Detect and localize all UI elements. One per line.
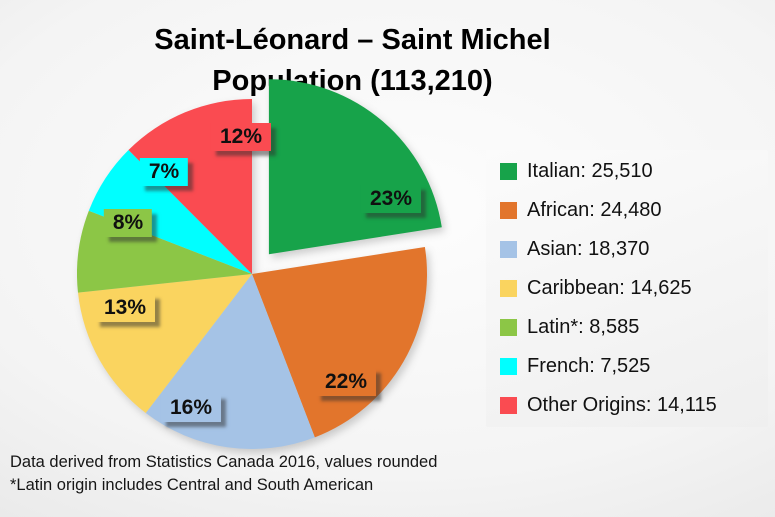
- source-note: Data derived from Statistics Canada 2016…: [10, 451, 437, 497]
- legend-item: French: 7,525: [500, 355, 762, 378]
- legend-swatch: [500, 319, 517, 336]
- legend-label: Italian: 25,510: [527, 160, 653, 182]
- chart-title-line1: Saint-Léonard – Saint Michel: [154, 24, 551, 56]
- legend-label: African: 24,480: [527, 199, 662, 221]
- pie-slice-italian: [268, 79, 442, 255]
- pie-percent-label: 22%: [315, 368, 377, 396]
- legend-label: Latin*: 8,585: [527, 316, 640, 338]
- legend-swatch: [500, 163, 517, 180]
- source-note-line2: *Latin origin includes Central and South…: [10, 476, 374, 494]
- legend-item: Other Origins: 14,115: [500, 394, 762, 417]
- pie-percent-label: 8%: [103, 209, 153, 237]
- legend-swatch: [500, 280, 517, 297]
- legend-panel: Italian: 25,510 African: 24,480 Asian: 1…: [486, 150, 768, 427]
- legend-label: French: 7,525: [527, 355, 651, 377]
- legend-label: Caribbean: 14,625: [527, 277, 692, 299]
- pie-percent-label: 23%: [360, 185, 422, 213]
- legend-label: Asian: 18,370: [527, 238, 650, 260]
- legend-swatch: [500, 397, 517, 414]
- chart-title: Saint-Léonard – Saint Michel Population …: [0, 20, 705, 102]
- legend-item: Caribbean: 14,625: [500, 277, 762, 300]
- legend-item: Asian: 18,370: [500, 238, 762, 261]
- chart-title-line2: Population (113,210): [212, 65, 493, 97]
- legend-label: Other Origins: 14,115: [527, 394, 717, 416]
- source-note-line1: Data derived from Statistics Canada 2016…: [10, 453, 438, 471]
- legend-swatch: [500, 241, 517, 258]
- legend-item: African: 24,480: [500, 199, 762, 222]
- pie-slice-african: [252, 246, 427, 438]
- pie-percent-label: 7%: [139, 158, 189, 186]
- pie-slice-french: [88, 150, 252, 274]
- legend-item: Latin*: 8,585: [500, 316, 762, 339]
- pie-percent-label: 12%: [210, 123, 272, 151]
- legend-swatch: [500, 358, 517, 375]
- pie-percent-label: 13%: [94, 294, 156, 322]
- legend-item: Italian: 25,510: [500, 160, 762, 183]
- legend-swatch: [500, 202, 517, 219]
- pie-percent-label: 16%: [160, 394, 222, 422]
